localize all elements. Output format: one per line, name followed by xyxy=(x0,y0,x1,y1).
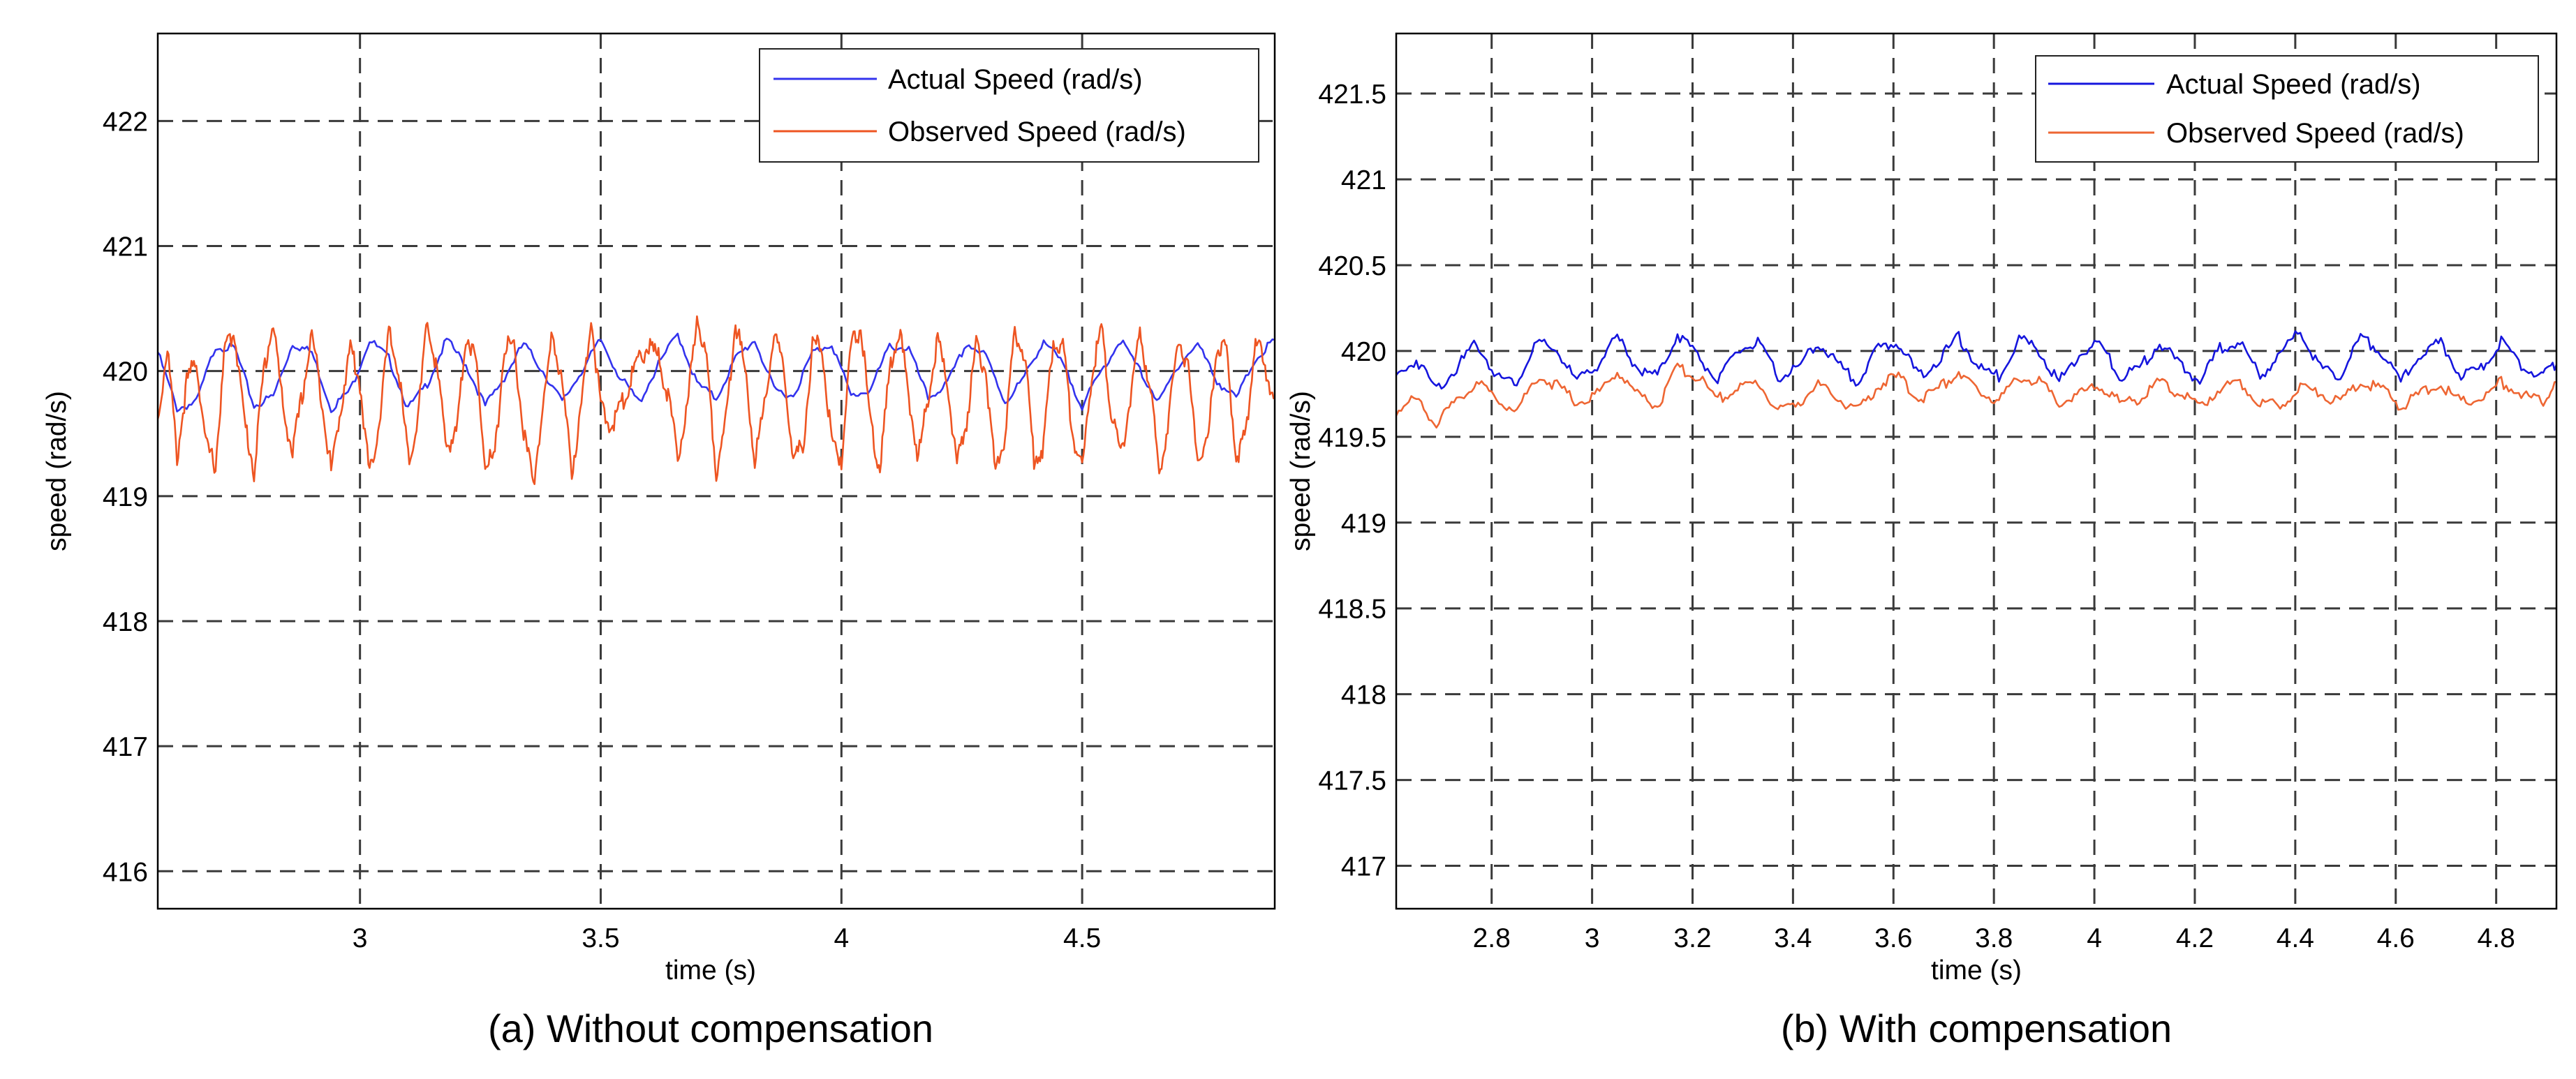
legend-label-observed-speed-a: Observed Speed (rad/s) xyxy=(888,117,1186,147)
y-tick-label: 421 xyxy=(1341,165,1386,195)
y-tick-label: 417.5 xyxy=(1318,766,1386,796)
observed-speed-line-b xyxy=(1396,362,2556,429)
x-tick-label: 4.4 xyxy=(2277,923,2314,953)
observed-speed-line-a xyxy=(158,315,1275,486)
y-tick-label: 421.5 xyxy=(1318,80,1386,110)
y-tick-label: 419 xyxy=(103,482,148,512)
caption-a: (a) Without compensation xyxy=(488,1006,933,1050)
y-tick-label: 419.5 xyxy=(1318,423,1386,453)
legend-label-actual-speed-b: Actual Speed (rad/s) xyxy=(2166,69,2421,100)
x-tick-label: 3.8 xyxy=(1975,923,2013,953)
series-group-b xyxy=(1396,330,2556,429)
y-tick-label: 417 xyxy=(103,732,148,762)
x-tick-label: 4 xyxy=(834,923,849,953)
y-tick-labels-b: 417 417.5 418 418.5 419 419.5 420 420.5 421 421.5 xyxy=(1318,80,1386,881)
x-tick-label: 4.2 xyxy=(2176,923,2214,953)
y-tick-label: 420.5 xyxy=(1318,251,1386,281)
x-tick-label: 3.2 xyxy=(1673,923,1711,953)
x-tick-label: 4 xyxy=(2087,923,2102,953)
x-tick-label: 3.4 xyxy=(1774,923,1812,953)
plot-area-b xyxy=(1396,34,2556,909)
y-tick-label: 416 xyxy=(103,857,148,887)
x-axis-label-b: time (s) xyxy=(1931,955,2022,985)
y-tick-label: 420 xyxy=(1341,337,1386,367)
actual-speed-line-b xyxy=(1396,330,2556,390)
axes-frame-a xyxy=(156,32,1276,910)
x-tick-label: 3 xyxy=(1585,923,1600,953)
x-tick-label: 4.5 xyxy=(1063,923,1101,953)
legend-box-b xyxy=(2035,55,2539,163)
x-tick-label: 3.5 xyxy=(582,923,619,953)
x-tick-label: 3.6 xyxy=(1874,923,1912,953)
panel-b-with-compensation: 2.8 3 3.2 3.4 3.6 3.8 4 4.2 4.4 4.6 4.8 417417.541… xyxy=(1286,32,2558,1050)
x-tick-label: 4.8 xyxy=(2478,923,2515,953)
x-tick-label: 4.6 xyxy=(2377,923,2415,953)
y-axis-label-a: speed (rad/s) xyxy=(42,391,72,551)
y-axis-label-b: speed (rad/s) xyxy=(1286,391,1316,551)
caption-b: (b) With compensation xyxy=(1781,1006,2172,1050)
y-tick-label: 420 xyxy=(103,357,148,387)
y-tick-label: 421 xyxy=(103,232,148,262)
y-tick-label: 422 xyxy=(103,107,148,137)
legend-label-observed-speed-b: Observed Speed (rad/s) xyxy=(2166,118,2464,149)
y-tick-label: 418.5 xyxy=(1318,595,1386,625)
legend-a: Actual Speed (rad/s) Observed Speed (rad… xyxy=(759,48,1259,163)
x-axis-label-a: time (s) xyxy=(665,955,756,985)
legend-label-actual-speed-a: Actual Speed (rad/s) xyxy=(888,64,1143,95)
x-tick-label: 2.8 xyxy=(1473,923,1511,953)
y-tick-label: 418 xyxy=(1341,680,1386,710)
series-group-a xyxy=(158,315,1275,486)
axes-frame-b xyxy=(1395,32,2558,910)
y-tick-labels-a: 416 417 418 419 420 421 422 xyxy=(103,107,148,887)
y-tick-label: 418 xyxy=(103,607,148,637)
legend-box-a xyxy=(759,48,1259,163)
grid-a xyxy=(158,34,1275,909)
legend-b: Actual Speed (rad/s) Observed Speed (rad… xyxy=(2035,55,2539,163)
y-tick-label: 419 xyxy=(1341,509,1386,539)
y-tick-label: 417 xyxy=(1341,852,1386,882)
x-tick-labels-b: 2.8 3 3.2 3.4 3.6 3.8 4 4.2 4.4 4.6 4.8 xyxy=(1473,923,2515,953)
x-tick-labels-a: 3 3.5 4 4.5 xyxy=(353,923,1101,953)
x-tick-label: 3 xyxy=(353,923,368,953)
